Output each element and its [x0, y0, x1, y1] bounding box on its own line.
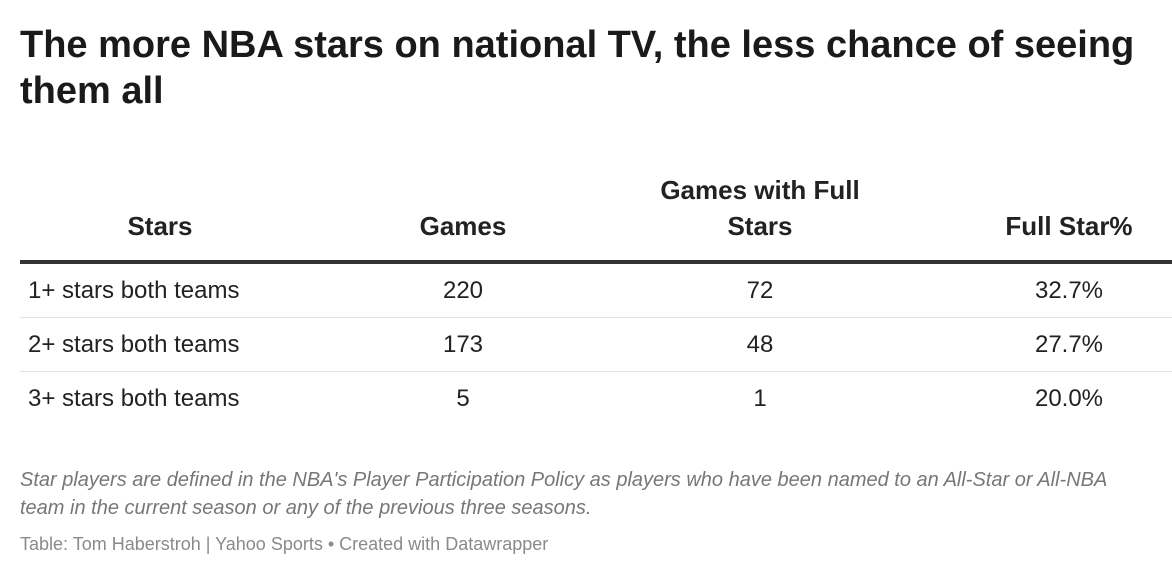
cell-games-full-stars: 48 [626, 317, 894, 372]
source-credit: Table: Tom Haberstroh | Yahoo Sports • C… [20, 534, 549, 554]
column-header-full-star-pct: Full Star% [894, 172, 1172, 264]
cell-games: 5 [456, 384, 470, 412]
column-header-games: Games [300, 172, 626, 264]
table-row: 2+ stars both teams 173 48 27.7% [20, 317, 1172, 372]
cell-games: 173 [300, 317, 626, 372]
cell-stars: 1+ stars both teams [20, 262, 300, 318]
cell-stars: 2+ stars both teams [20, 317, 300, 372]
cell-full-star-pct: 20.0% [1034, 384, 1104, 412]
cell-full-star-pct: 32.7% [894, 262, 1172, 318]
chart-title: The more NBA stars on national TV, the l… [20, 24, 1135, 112]
cell-full-star-pct: 27.7% [894, 317, 1172, 372]
cell-games-full-stars: 72 [626, 262, 894, 318]
data-table: Stars Games Games with Full Stars Full S… [20, 172, 1172, 425]
column-header-stars: Stars [20, 172, 300, 264]
column-header-games-full-stars: Games with Full Stars [626, 172, 894, 264]
table-row: 3+ stars both teams 5 1 20.0% [20, 372, 1172, 426]
cell-stars: 3+ stars both teams [28, 384, 240, 412]
footnote: Star players are defined in the NBA's Pl… [20, 469, 1107, 519]
cell-games: 220 [300, 262, 626, 318]
cell-games-full-stars: 1 [753, 384, 767, 412]
table-row: 1+ stars both teams 220 72 32.7% [20, 262, 1172, 318]
header-row: Stars Games Games with Full Stars Full S… [20, 172, 1172, 264]
